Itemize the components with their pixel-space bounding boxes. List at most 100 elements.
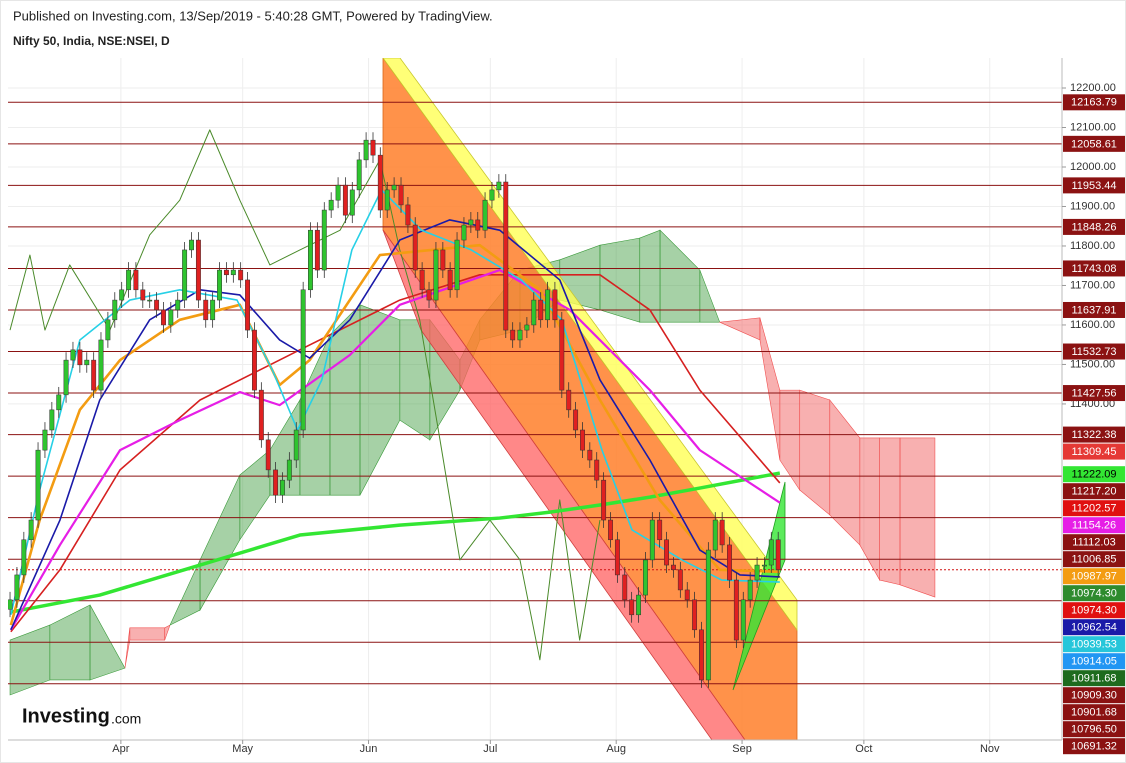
cloud-bear (164, 624, 171, 641)
cloud-bear (879, 437, 901, 586)
price-label-box (1063, 704, 1125, 721)
price-label: 11309.45 (1071, 446, 1116, 458)
price-label-box (1063, 483, 1125, 500)
x-tick-label: Oct (855, 743, 872, 755)
candle-body (496, 181, 502, 191)
candle-body (705, 549, 711, 681)
price-label: 10691.32 (1071, 741, 1117, 753)
candle-body (8, 599, 13, 610)
price-label-box (1063, 466, 1125, 483)
candle-body (126, 269, 132, 291)
y-tick-label: 11700.00 (1070, 279, 1115, 291)
price-label-box (1063, 301, 1125, 318)
price-label-box (1063, 653, 1125, 670)
price-label: 10974.30 (1071, 588, 1117, 600)
candle-body (684, 589, 690, 601)
y-tick-label: 11900.00 (1070, 200, 1115, 212)
candle-body (28, 519, 34, 541)
indicator-line (10, 189, 780, 615)
candles (8, 132, 781, 688)
price-label: 11202.57 (1071, 503, 1116, 515)
y-tick-label: 11800.00 (1070, 240, 1115, 252)
price-label: 11532.73 (1071, 346, 1116, 358)
candle-body (349, 189, 355, 216)
candle-body (377, 154, 383, 211)
candle-body (168, 309, 174, 326)
candle-body (587, 449, 593, 461)
candle-body (189, 239, 194, 251)
x-tick-label: Jun (360, 743, 378, 755)
logo-suffix: .com (111, 711, 141, 727)
candle-body (614, 539, 620, 576)
price-label-box (1063, 568, 1125, 585)
price-label: 11222.09 (1071, 469, 1116, 481)
x-tick-label: Nov (980, 743, 1000, 755)
candle-body (405, 204, 411, 226)
candle-body (63, 359, 69, 396)
candle-body (280, 479, 285, 496)
price-label: 11848.26 (1071, 221, 1116, 233)
price-label: 10939.53 (1071, 639, 1117, 651)
candle-body (468, 219, 474, 226)
price-label-box (1063, 585, 1125, 602)
candle-body (21, 539, 27, 576)
candle-body (692, 599, 698, 631)
candle-body (133, 269, 139, 291)
candle-body (223, 269, 229, 276)
candle-body (552, 289, 558, 321)
candle-body (657, 519, 663, 541)
candle-body (293, 429, 299, 461)
candle-body (412, 224, 418, 271)
price-label: 10901.68 (1071, 707, 1117, 719)
candle-body (335, 184, 341, 201)
candle-body (230, 269, 236, 276)
candle-body (217, 269, 222, 301)
price-label-box (1063, 738, 1125, 755)
price-label: 11006.85 (1071, 554, 1116, 566)
candle-body (161, 309, 166, 326)
candle-body (105, 319, 111, 341)
candle-body (238, 269, 244, 281)
candle-body (98, 339, 104, 391)
x-tick-label: Aug (606, 743, 626, 755)
candle-body (601, 479, 607, 521)
candle-body (308, 229, 313, 291)
candle-body (510, 329, 516, 341)
candle-body (314, 229, 320, 271)
price-label-box (1063, 602, 1125, 619)
candle-body (210, 299, 216, 321)
candle-body (419, 269, 425, 291)
price-label-box (1063, 534, 1125, 551)
candle-body (747, 579, 753, 601)
candle-body (608, 519, 613, 541)
candle-body (273, 469, 279, 496)
cloud-bull (699, 269, 721, 323)
candle-body (594, 459, 600, 481)
indicator-line (9, 129, 601, 661)
candle-body (642, 559, 648, 596)
price-label: 11112.03 (1072, 537, 1115, 549)
y-tick-label: 12200.00 (1070, 82, 1116, 94)
y-tick-label: 11500.00 (1070, 358, 1115, 370)
candle-body (733, 579, 739, 641)
candle-body (42, 429, 48, 451)
published-note: Published on Investing.com, 13/Sep/2019 … (13, 8, 493, 23)
price-label: 10909.30 (1071, 690, 1117, 702)
indicator-line (9, 268, 781, 631)
candle-body (489, 189, 495, 201)
candle-body (77, 349, 83, 366)
candle-body (426, 289, 432, 301)
price-label: 12163.79 (1071, 97, 1117, 109)
candle-body (775, 539, 781, 571)
candle-body (727, 544, 732, 581)
price-label-box (1063, 135, 1125, 152)
candle-body (251, 329, 257, 391)
indicator-line (9, 243, 780, 626)
candle-body (719, 519, 725, 546)
candle-body (384, 189, 390, 211)
price-label-box (1063, 94, 1125, 111)
candle-body (321, 209, 327, 271)
candle-body (649, 519, 655, 561)
candle-body (49, 409, 55, 431)
